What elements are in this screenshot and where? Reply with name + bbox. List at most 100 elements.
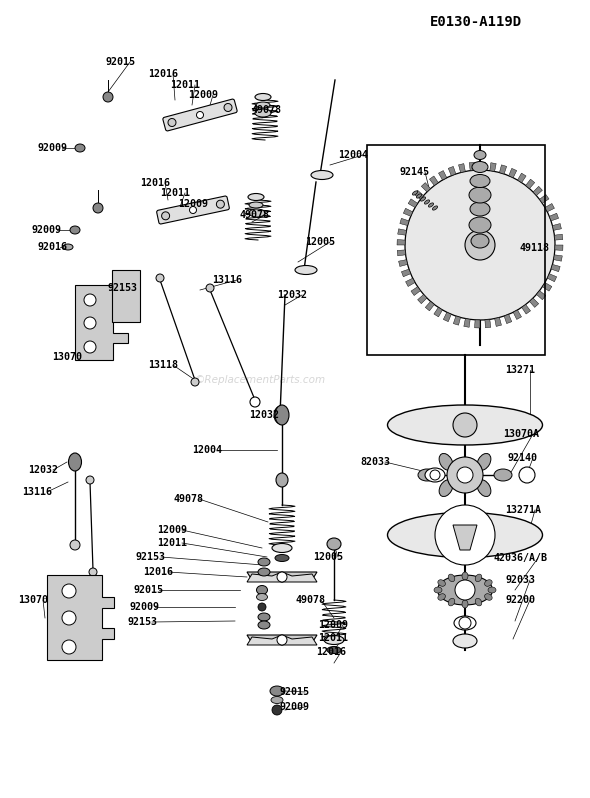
Ellipse shape	[448, 574, 455, 582]
Text: 13116: 13116	[22, 487, 52, 497]
Polygon shape	[474, 320, 480, 328]
Polygon shape	[513, 310, 522, 319]
Text: ©ReplacementParts.com: ©ReplacementParts.com	[195, 375, 326, 385]
Polygon shape	[430, 176, 438, 185]
Ellipse shape	[255, 109, 271, 117]
Text: 12004: 12004	[338, 150, 368, 160]
Polygon shape	[526, 180, 535, 188]
Ellipse shape	[275, 555, 289, 562]
Circle shape	[196, 112, 204, 118]
Polygon shape	[517, 173, 526, 183]
Ellipse shape	[475, 598, 482, 606]
Text: 12011: 12011	[160, 188, 190, 198]
Ellipse shape	[462, 572, 468, 580]
Text: 49118: 49118	[520, 243, 550, 253]
Polygon shape	[533, 186, 542, 196]
Polygon shape	[522, 305, 530, 314]
Ellipse shape	[257, 594, 267, 601]
Polygon shape	[539, 195, 549, 203]
Text: 12016: 12016	[148, 69, 178, 79]
Polygon shape	[509, 168, 517, 178]
Text: 92015: 92015	[105, 57, 135, 67]
Polygon shape	[418, 294, 427, 304]
Polygon shape	[504, 314, 512, 324]
Ellipse shape	[417, 194, 422, 198]
Ellipse shape	[327, 646, 341, 654]
Polygon shape	[480, 162, 486, 170]
Ellipse shape	[484, 594, 492, 600]
Circle shape	[86, 476, 94, 484]
Text: 92015: 92015	[134, 585, 164, 595]
Polygon shape	[247, 572, 317, 582]
Polygon shape	[536, 290, 546, 300]
Circle shape	[189, 207, 196, 214]
Text: 92016: 92016	[38, 242, 68, 252]
Ellipse shape	[270, 686, 284, 696]
Polygon shape	[553, 255, 562, 261]
Polygon shape	[448, 167, 456, 176]
Ellipse shape	[257, 586, 267, 595]
Circle shape	[435, 505, 495, 565]
Text: 12005: 12005	[305, 237, 335, 247]
Text: 92009: 92009	[130, 602, 160, 612]
Circle shape	[258, 603, 266, 611]
Text: 12004: 12004	[192, 445, 222, 455]
Text: 92009: 92009	[32, 225, 62, 235]
Text: E0130-A119D: E0130-A119D	[430, 15, 522, 29]
Ellipse shape	[70, 226, 80, 234]
Text: 49078: 49078	[252, 105, 282, 115]
Polygon shape	[247, 635, 317, 645]
Polygon shape	[398, 229, 407, 235]
Polygon shape	[404, 208, 413, 216]
Ellipse shape	[75, 144, 85, 152]
Circle shape	[224, 104, 232, 112]
Text: 13118: 13118	[148, 360, 178, 370]
Ellipse shape	[488, 587, 496, 593]
Bar	[112, 270, 140, 322]
Polygon shape	[408, 199, 418, 207]
Polygon shape	[414, 190, 424, 200]
Circle shape	[250, 397, 260, 407]
Polygon shape	[405, 279, 415, 286]
Ellipse shape	[477, 480, 491, 496]
Ellipse shape	[311, 171, 333, 180]
Ellipse shape	[258, 568, 270, 576]
Text: 49078: 49078	[174, 494, 204, 504]
Ellipse shape	[249, 202, 263, 208]
Circle shape	[121, 307, 131, 317]
Polygon shape	[425, 302, 434, 311]
Circle shape	[455, 580, 475, 600]
Text: 13271: 13271	[505, 365, 535, 375]
Polygon shape	[47, 575, 114, 660]
Text: 42036/A/B: 42036/A/B	[493, 553, 547, 563]
Polygon shape	[453, 316, 461, 325]
Circle shape	[62, 640, 76, 654]
Polygon shape	[247, 635, 317, 645]
Circle shape	[457, 467, 473, 483]
Polygon shape	[549, 213, 559, 221]
Circle shape	[84, 317, 96, 329]
Ellipse shape	[425, 468, 445, 482]
Ellipse shape	[484, 579, 492, 587]
Ellipse shape	[248, 193, 264, 200]
Ellipse shape	[471, 234, 489, 248]
Polygon shape	[443, 312, 451, 322]
Polygon shape	[548, 274, 557, 282]
Ellipse shape	[469, 217, 491, 233]
Polygon shape	[545, 203, 555, 211]
Ellipse shape	[477, 453, 491, 470]
Ellipse shape	[271, 697, 283, 704]
Polygon shape	[499, 165, 507, 174]
Polygon shape	[490, 163, 496, 172]
Ellipse shape	[249, 209, 265, 217]
Circle shape	[405, 170, 555, 320]
Polygon shape	[453, 525, 477, 550]
Circle shape	[168, 119, 176, 127]
Text: 13070A: 13070A	[503, 429, 539, 439]
Ellipse shape	[454, 616, 476, 630]
Circle shape	[206, 284, 214, 292]
Ellipse shape	[439, 453, 453, 470]
Ellipse shape	[438, 575, 493, 605]
Ellipse shape	[274, 406, 288, 424]
Ellipse shape	[418, 469, 436, 481]
